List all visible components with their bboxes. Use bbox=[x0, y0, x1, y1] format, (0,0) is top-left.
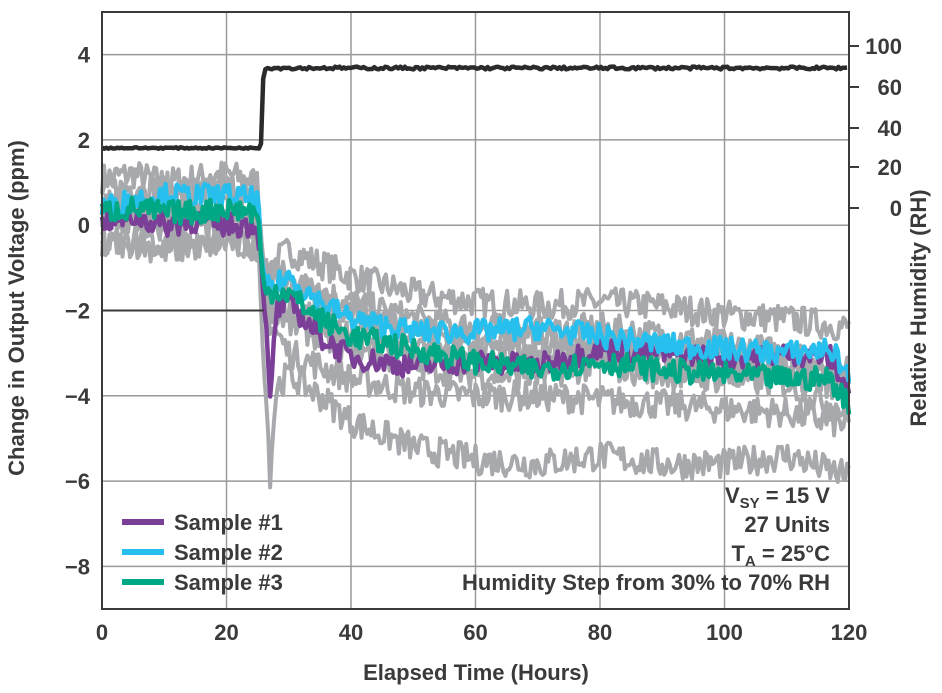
other-unit-line bbox=[100, 160, 851, 342]
series-line-sample-3 bbox=[99, 195, 852, 415]
x-tick-label: 100 bbox=[706, 620, 743, 645]
y-tick-label: −8 bbox=[65, 554, 90, 579]
series-line-sample-2 bbox=[99, 181, 852, 383]
y-axis-label: Change in Output Voltage (ppm) bbox=[4, 140, 29, 476]
y-tick-label: −6 bbox=[65, 469, 90, 494]
annotation-humidity-step: Humidity Step from 30% to 70% RH bbox=[462, 570, 830, 595]
rh-tick-label: 60 bbox=[878, 75, 902, 100]
x-tick-label: 120 bbox=[831, 620, 868, 645]
rh-tick-label: 100 bbox=[865, 34, 902, 59]
humidity-series-line bbox=[100, 64, 848, 151]
y-tick-label: 2 bbox=[78, 128, 90, 153]
y-tick-label: 4 bbox=[78, 43, 91, 68]
rh-tick-label: 20 bbox=[878, 155, 902, 180]
y-tick-label: 0 bbox=[78, 213, 90, 238]
x-axis-label: Elapsed Time (Hours) bbox=[363, 660, 589, 685]
x-tick-label: 60 bbox=[463, 620, 487, 645]
x-tick-label: 20 bbox=[214, 620, 238, 645]
y-tick-label: −2 bbox=[65, 299, 90, 324]
x-tick-label: 0 bbox=[96, 620, 108, 645]
legend-label-sample-2: Sample #2 bbox=[174, 540, 283, 565]
y-tick-labels: 4 2 0 −2 −4 −6 −8 bbox=[65, 43, 91, 580]
annotation-units: 27 Units bbox=[744, 512, 830, 537]
rh-tick-label: 40 bbox=[878, 116, 902, 141]
right-axis-label: Relative Humidity (RH) bbox=[906, 189, 931, 426]
legend: Sample #1 Sample #2 Sample #3 bbox=[122, 510, 283, 595]
humidity-line bbox=[100, 64, 848, 151]
rh-tick-label: 0 bbox=[890, 196, 902, 221]
annotation-ta: TA = 25°C bbox=[731, 541, 830, 570]
other-unit-line bbox=[100, 227, 851, 490]
rh-tick-labels: 100 60 40 20 0 bbox=[849, 34, 902, 221]
x-tick-label: 40 bbox=[339, 620, 363, 645]
legend-label-sample-3: Sample #3 bbox=[174, 570, 283, 595]
legend-label-sample-1: Sample #1 bbox=[174, 510, 283, 535]
annotation-vsy: VSY = 15 V bbox=[725, 483, 830, 512]
annotation-block: VSY = 15 V 27 Units TA = 25°C Humidity S… bbox=[462, 483, 830, 595]
x-tick-label: 80 bbox=[588, 620, 612, 645]
sample-series-lines bbox=[99, 181, 852, 415]
y-tick-label: −4 bbox=[65, 384, 91, 409]
x-tick-labels: 0 20 40 60 80 100 120 bbox=[96, 620, 867, 645]
